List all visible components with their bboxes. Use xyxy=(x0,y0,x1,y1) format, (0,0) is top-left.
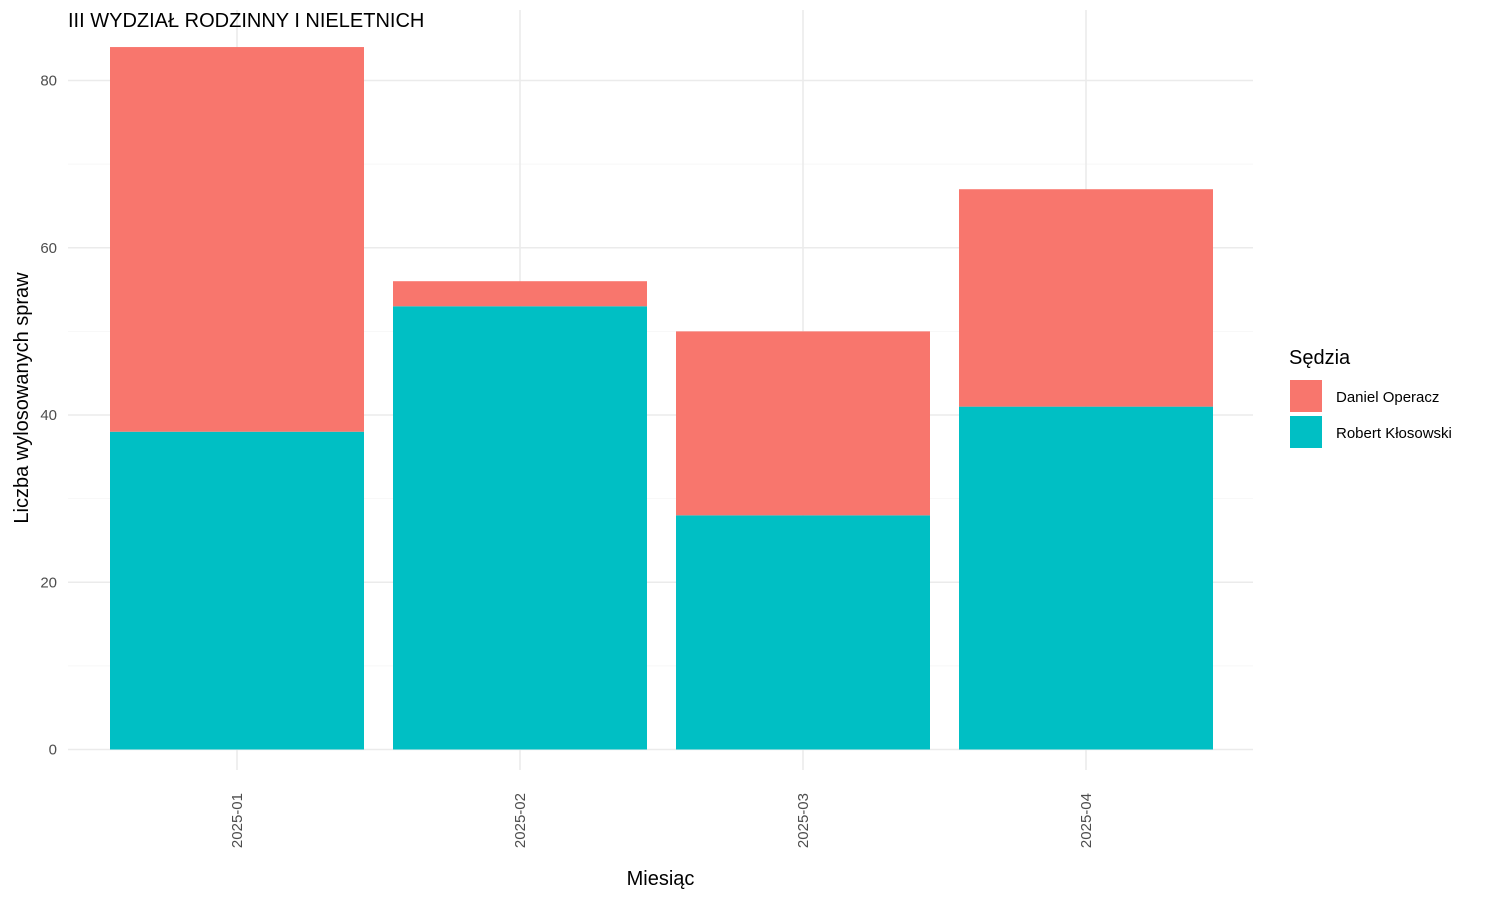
y-tick-label: 0 xyxy=(49,742,57,759)
bar-segment xyxy=(959,406,1213,750)
chart-title: III WYDZIAŁ RODZINNY I NIELETNICH xyxy=(68,10,424,32)
bar-segment xyxy=(959,189,1213,407)
x-tick-label: 2025-02 xyxy=(512,793,529,848)
y-tick-label: 80 xyxy=(40,73,57,90)
bar-segment xyxy=(393,306,647,750)
x-axis-title: Miesiąc xyxy=(627,868,695,890)
bars xyxy=(110,47,1213,750)
y-tick-label: 20 xyxy=(40,574,57,591)
bar-segment xyxy=(393,281,647,307)
y-axis-title: Liczba wylosowanych spraw xyxy=(11,272,33,524)
y-axis-ticks: 0 20 40 60 80 xyxy=(40,73,57,759)
legend-title: Sędzia xyxy=(1289,347,1351,369)
legend-label: Daniel Operacz xyxy=(1336,389,1439,406)
legend: Sędzia Daniel Operacz Robert Kłosowski xyxy=(1289,347,1452,448)
bar-segment xyxy=(676,331,930,516)
x-axis-ticks: 2025-01 2025-02 2025-03 2025-04 xyxy=(229,793,1095,848)
legend-items: Daniel Operacz Robert Kłosowski xyxy=(1290,380,1452,448)
x-tick-label: 2025-04 xyxy=(1078,793,1095,848)
x-tick-label: 2025-03 xyxy=(795,793,812,848)
bar-segment xyxy=(110,47,364,432)
x-tick-label: 2025-01 xyxy=(229,793,246,848)
y-tick-label: 60 xyxy=(40,240,57,257)
legend-swatch xyxy=(1290,416,1322,448)
bar-segment xyxy=(110,431,364,750)
y-tick-label: 40 xyxy=(40,407,57,424)
bar-segment xyxy=(676,515,930,750)
legend-label: Robert Kłosowski xyxy=(1336,425,1452,442)
legend-swatch xyxy=(1290,380,1322,412)
